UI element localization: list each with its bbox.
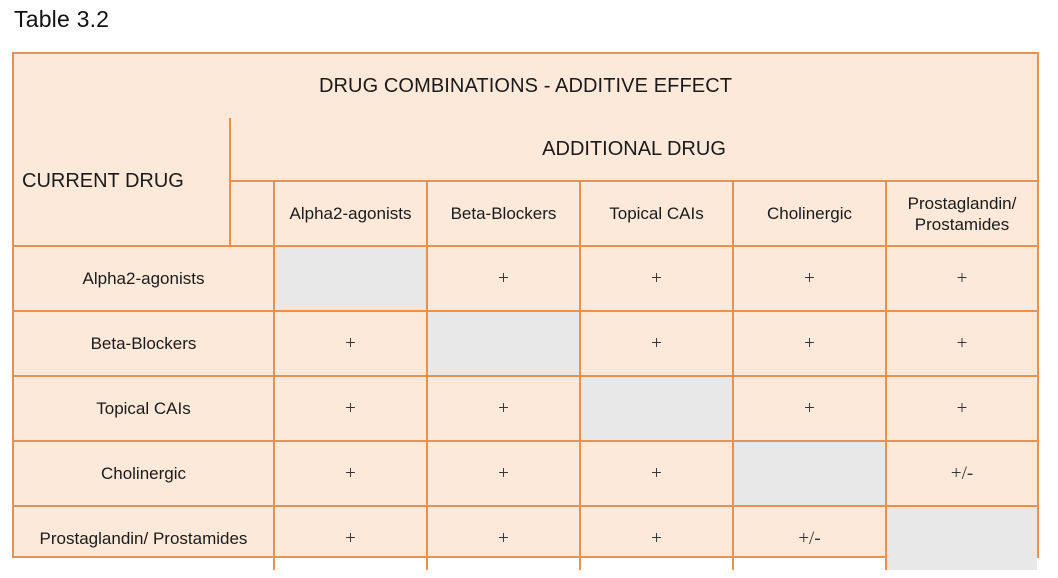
table-grid: DRUG COMBINATIONS - ADDITIVE EFFECT CURR…	[14, 54, 1038, 570]
diagonal-cell	[427, 310, 581, 376]
table-caption: Table 3.2	[14, 6, 110, 32]
table-cell: +	[274, 375, 428, 441]
table-cell: +	[733, 245, 887, 311]
row-header: Beta-Blockers	[14, 310, 275, 376]
column-header: Cholinergic	[733, 180, 887, 246]
table-cell: +	[427, 375, 581, 441]
table-cell: +	[580, 440, 734, 506]
table-cell: +	[274, 310, 428, 376]
table-cell: +	[886, 245, 1038, 311]
column-header: Prostaglandin/Prostamides	[886, 180, 1038, 246]
table-row: Alpha2-agonists + + + +	[14, 245, 1038, 311]
table-title: DRUG COMBINATIONS - ADDITIVE EFFECT	[318, 74, 733, 97]
drug-combinations-table: DRUG COMBINATIONS - ADDITIVE EFFECT CURR…	[12, 52, 1039, 570]
additional-drug-header: ADDITIONAL DRUG	[228, 118, 1038, 181]
table-cell: +	[427, 440, 581, 506]
table-cell: +	[427, 245, 581, 311]
table-cell: +	[733, 310, 887, 376]
table-cell: +/-	[886, 440, 1038, 506]
diagonal-cell	[274, 245, 428, 311]
column-header-row: Alpha2-agonists Beta-Blockers Topical CAIs…	[14, 180, 1038, 246]
table-cell: +/-	[733, 505, 887, 570]
diagonal-cell	[580, 375, 734, 441]
table-cell: +	[274, 505, 428, 570]
table-cell: +	[886, 310, 1038, 376]
table-cell: +	[886, 375, 1038, 441]
diagonal-cell	[733, 440, 887, 506]
current-drug-header: CURRENT DRUG	[14, 118, 231, 246]
table-cell: +	[733, 375, 887, 441]
header-spacer	[230, 180, 275, 246]
row-header: Prostaglandin/ Prostamides	[14, 505, 275, 570]
row-header: Topical CAIs	[14, 375, 275, 441]
table-row: Cholinergic + + + +/-	[14, 440, 1038, 506]
table-row: Beta-Blockers + + + +	[14, 310, 1038, 376]
table-row: Prostaglandin/ Prostamides + + + +/-	[14, 505, 1038, 570]
column-header: Beta-Blockers	[427, 180, 581, 246]
row-header: Alpha2-agonists	[14, 245, 275, 311]
table-row: Topical CAIs + + + +	[14, 375, 1038, 441]
table-cell: +	[580, 505, 734, 570]
diagonal-cell	[886, 505, 1038, 570]
row-header: Cholinergic	[14, 440, 275, 506]
table-cell: +	[580, 245, 734, 311]
table-cell: +	[427, 505, 581, 570]
column-header: Topical CAIs	[580, 180, 734, 246]
table-cell: +	[274, 440, 428, 506]
table-cell: +	[580, 310, 734, 376]
column-header: Alpha2-agonists	[274, 180, 428, 246]
